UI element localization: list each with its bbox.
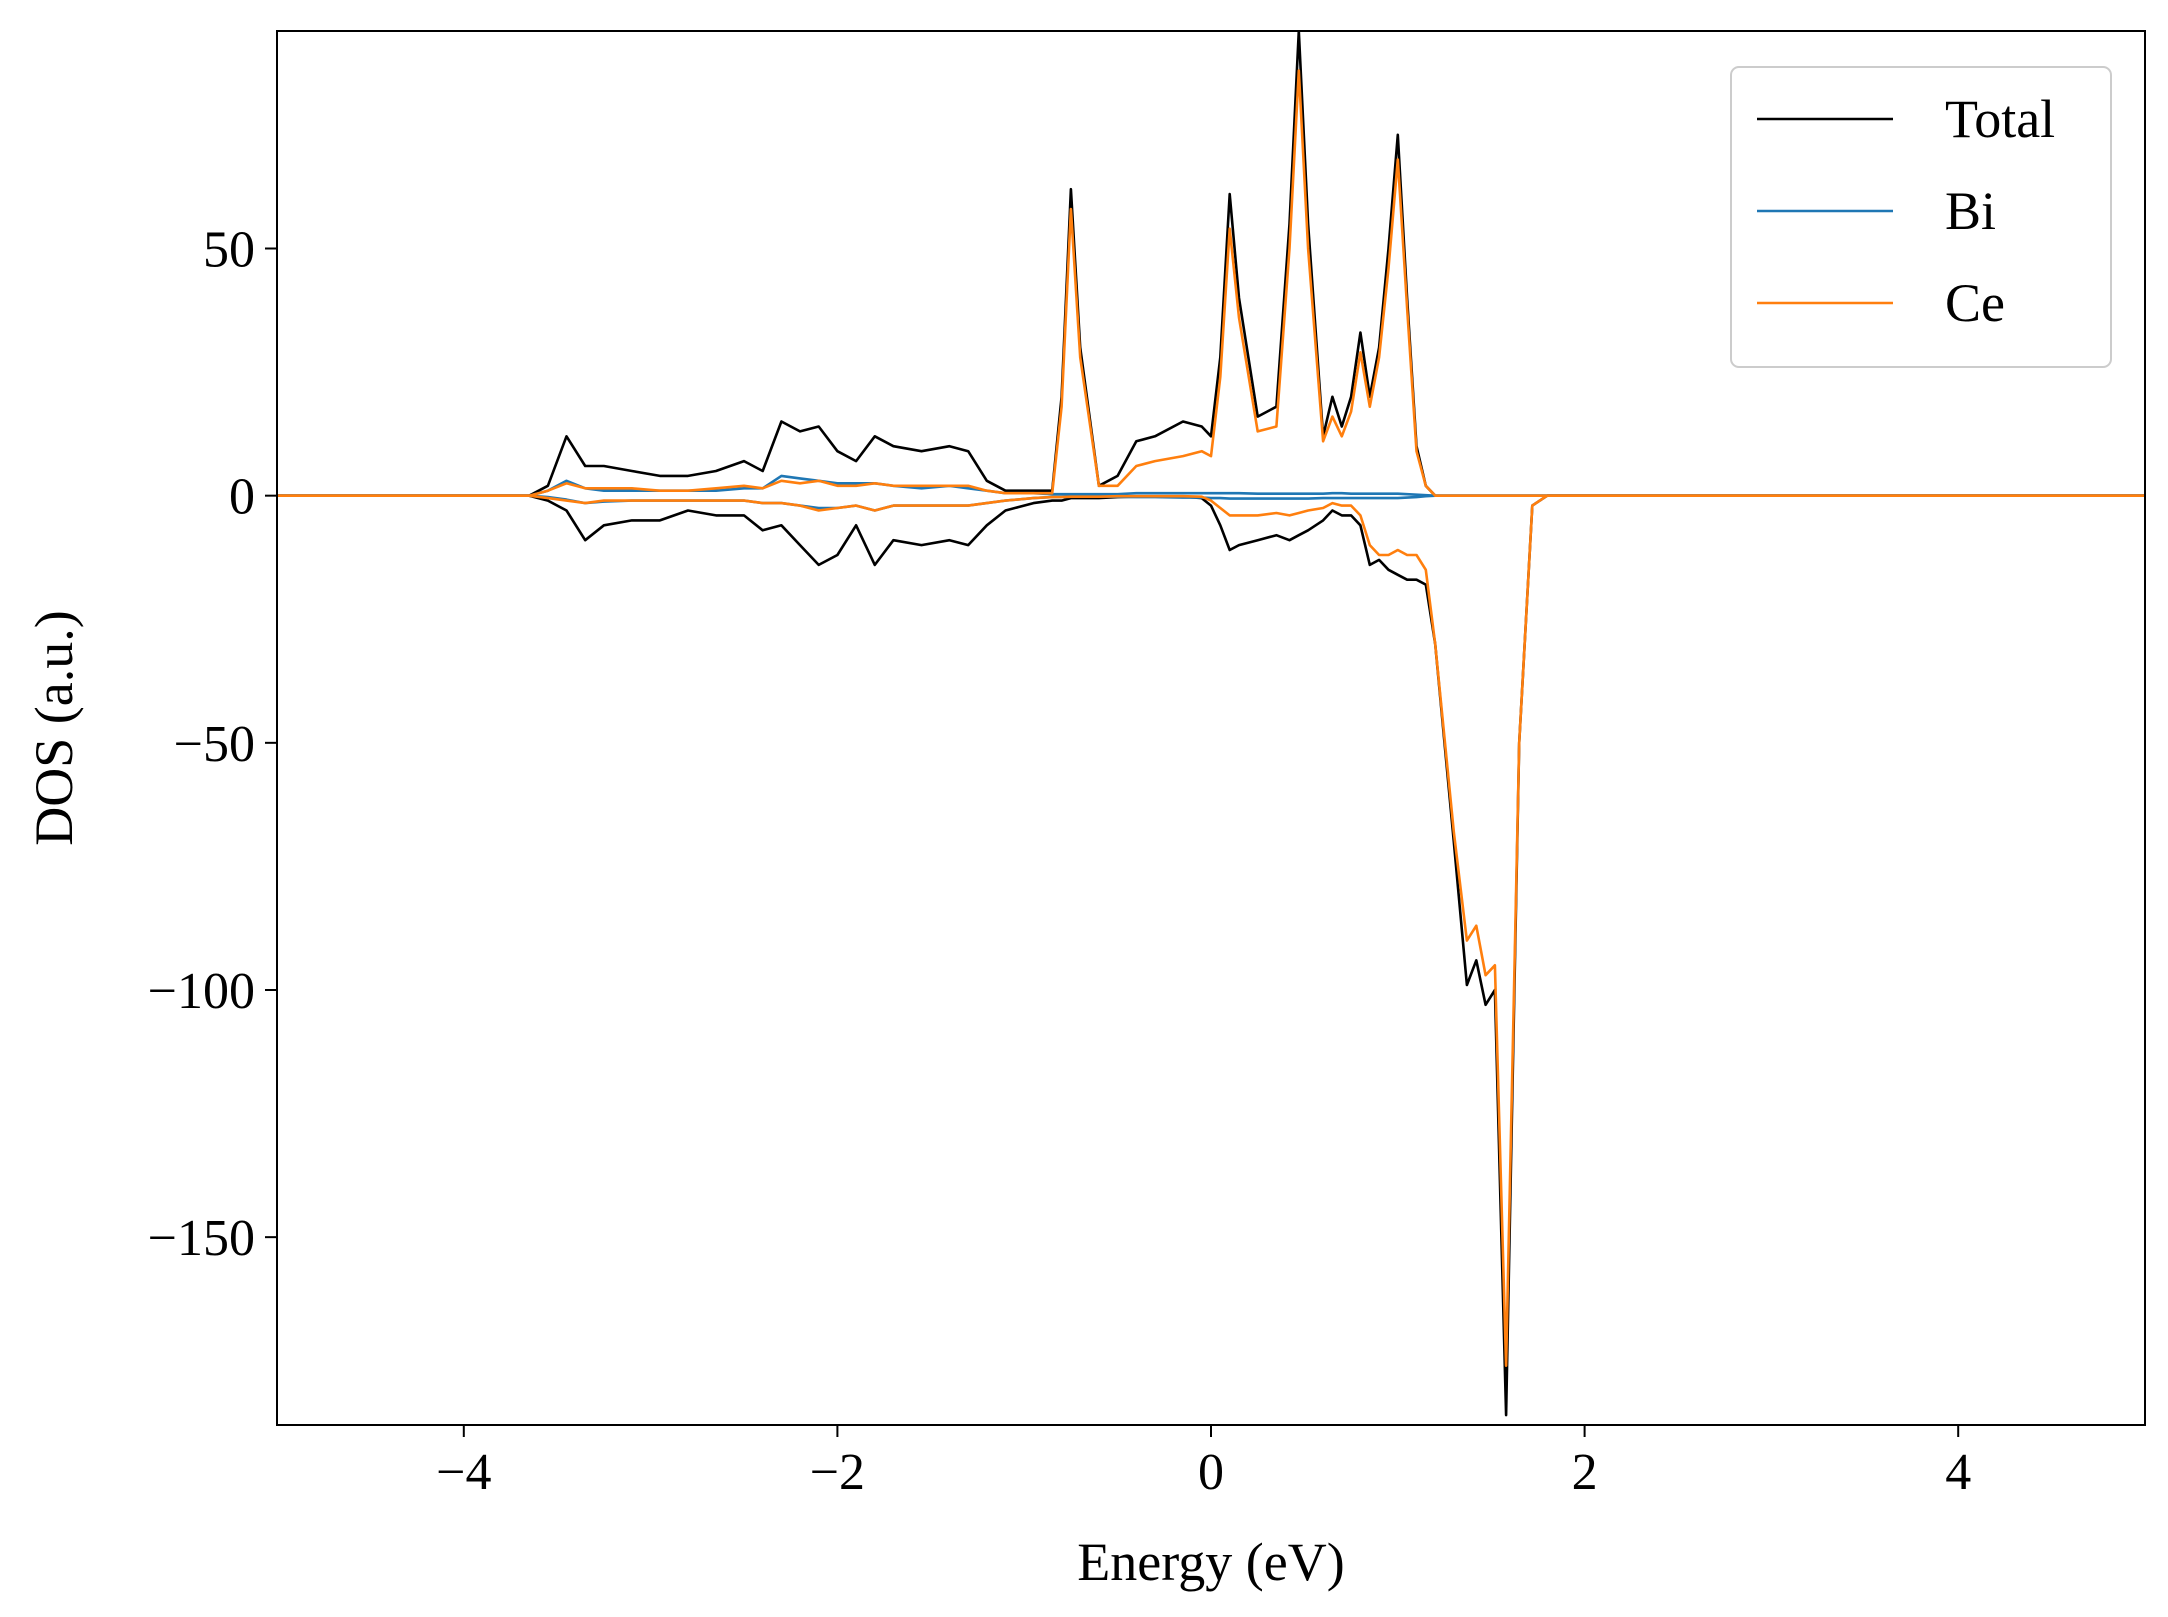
y-tick-label: 0 bbox=[229, 469, 255, 526]
x-tick-label: 0 bbox=[1198, 1444, 1224, 1501]
dos-line bbox=[277, 494, 2145, 1367]
y-tick-label: −50 bbox=[174, 716, 255, 773]
x-tick-label: −4 bbox=[436, 1444, 491, 1501]
y-axis-label: DOS (a.u.) bbox=[24, 610, 84, 845]
x-axis-label: Energy (eV) bbox=[1077, 1532, 1344, 1592]
legend-label: Total bbox=[1945, 89, 2055, 149]
y-tick-label: −100 bbox=[148, 963, 255, 1020]
x-tick-label: −2 bbox=[810, 1444, 865, 1501]
legend-box bbox=[1730, 66, 2112, 368]
legend-label: Bi bbox=[1945, 181, 1996, 241]
legend-label: Ce bbox=[1945, 273, 2005, 333]
plot-frame bbox=[276, 30, 2146, 1426]
y-tick-label: −150 bbox=[148, 1210, 255, 1267]
dos-line bbox=[277, 494, 2145, 1417]
x-tick-label: 4 bbox=[1945, 1444, 1971, 1501]
x-tick-label: 2 bbox=[1572, 1444, 1598, 1501]
y-tick-label: 50 bbox=[203, 222, 255, 279]
dos-line bbox=[277, 69, 2145, 498]
